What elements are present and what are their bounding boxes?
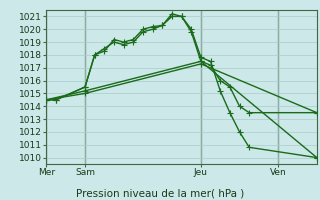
Text: Pression niveau de la mer( hPa ): Pression niveau de la mer( hPa ) (76, 188, 244, 198)
